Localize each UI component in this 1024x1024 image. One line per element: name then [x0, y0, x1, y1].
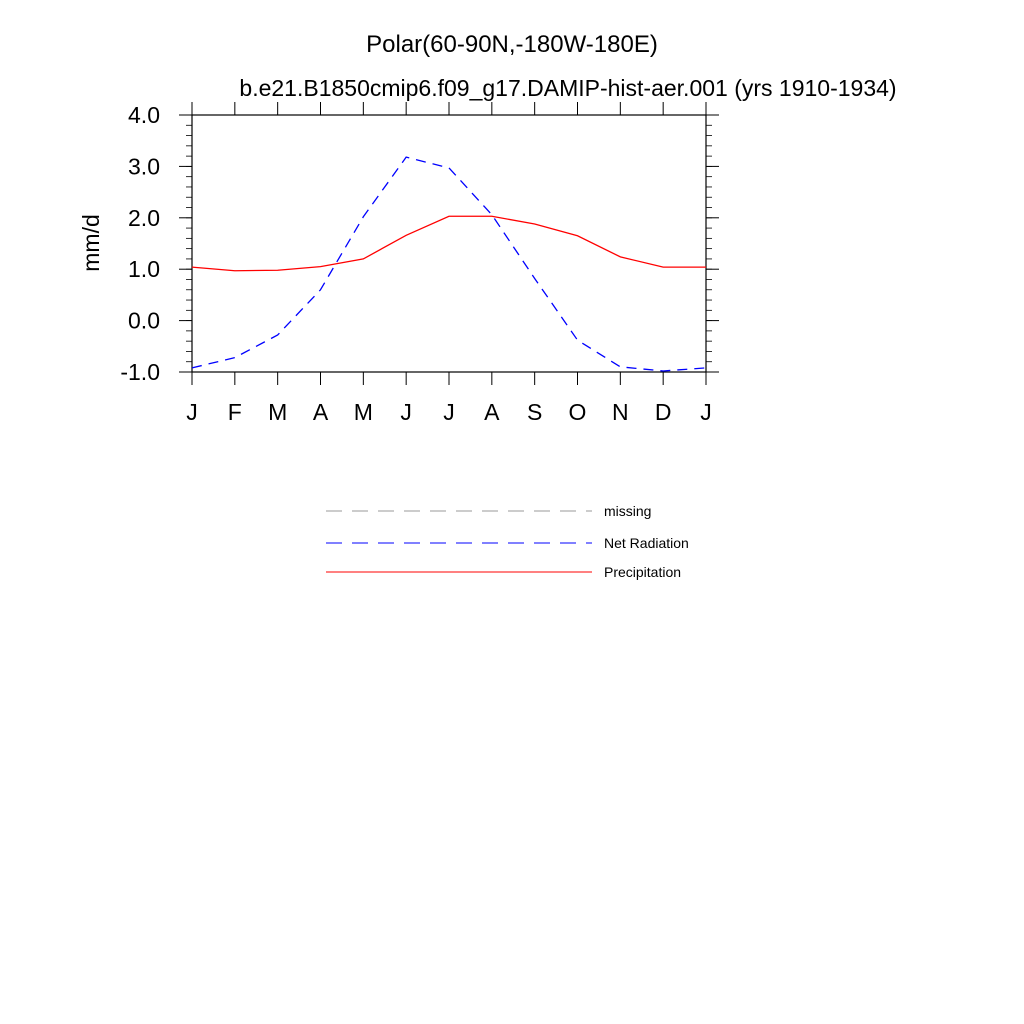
legend-label: Precipitation	[604, 564, 681, 580]
legend-label: missing	[604, 503, 651, 519]
plot-area: J F M A M J J A S O N D J-1.00.01.02.03.04.0	[120, 102, 719, 425]
x-tick-label: N	[612, 399, 629, 425]
series-line-precipitation	[191, 215, 706, 272]
y-tick-label: 2.0	[128, 205, 160, 231]
series-line-net-radiation	[191, 156, 707, 372]
x-tick-label: J	[400, 399, 412, 425]
x-tick-label: O	[569, 399, 587, 425]
y-tick-label: 4.0	[128, 102, 160, 128]
x-tick-label: M	[354, 399, 373, 425]
legend: missing Net Radiation Precipitation	[326, 503, 689, 580]
x-tick-label: A	[484, 399, 500, 425]
y-axis-label: mm/d	[78, 214, 104, 272]
x-tick-label: S	[527, 399, 542, 425]
chart-subtitle: b.e21.B1850cmip6.f09_g17.DAMIP-hist-aer.…	[239, 75, 896, 101]
x-tick-label: J	[186, 399, 198, 425]
y-tick-label: 0.0	[128, 308, 160, 334]
x-tick-label: F	[228, 399, 242, 425]
y-tick-label: 1.0	[128, 256, 160, 282]
x-tick-label: A	[313, 399, 329, 425]
y-tick-label: -1.0	[120, 359, 160, 385]
x-tick-label: J	[700, 399, 712, 425]
plot-frame	[191, 114, 707, 373]
x-tick-label: M	[268, 399, 287, 425]
x-tick-label: D	[655, 399, 672, 425]
legend-label: Net Radiation	[604, 535, 689, 551]
y-tick-label: 3.0	[128, 153, 160, 179]
chart-title: Polar(60-90N,-180W-180E)	[366, 31, 658, 58]
x-tick-label: J	[443, 399, 455, 425]
